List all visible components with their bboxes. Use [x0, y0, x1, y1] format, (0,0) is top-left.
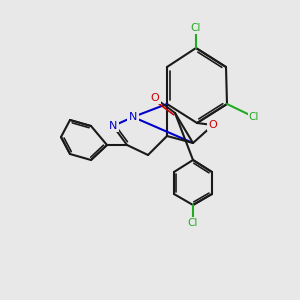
Text: Cl: Cl — [249, 112, 259, 122]
Text: Cl: Cl — [191, 23, 201, 33]
Text: O: O — [208, 120, 217, 130]
Text: Cl: Cl — [188, 218, 198, 228]
Text: O: O — [151, 93, 159, 103]
Text: N: N — [109, 121, 117, 131]
Text: N: N — [129, 112, 137, 122]
